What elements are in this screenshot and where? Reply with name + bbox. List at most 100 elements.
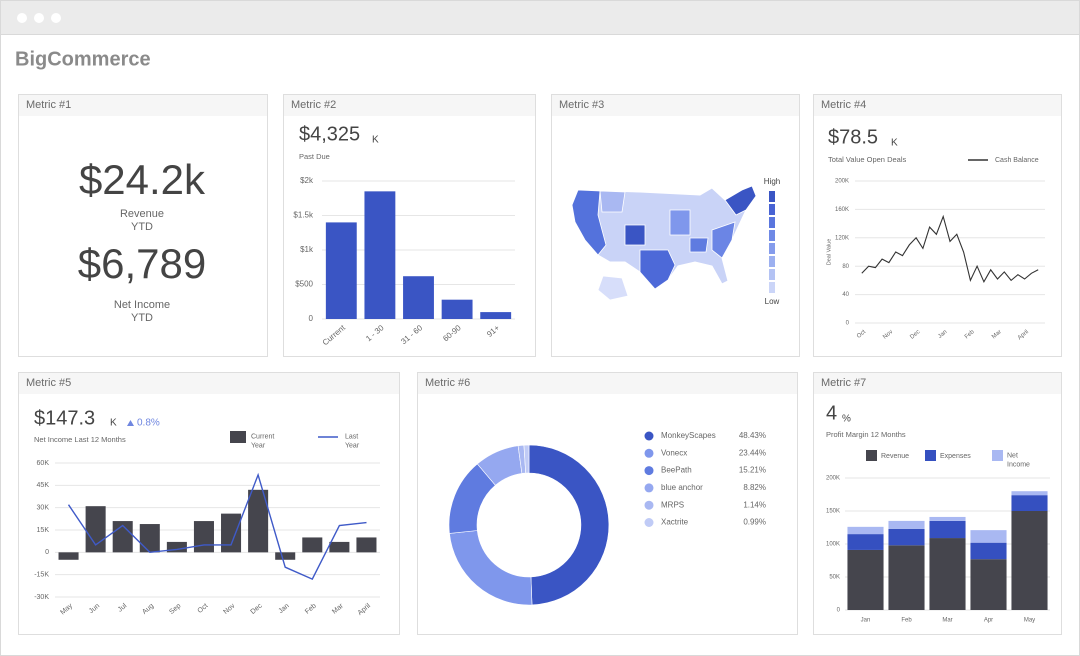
- bar: [193, 521, 214, 553]
- y-tick-label: $1.5k: [293, 211, 314, 220]
- headline-unit: K: [110, 418, 117, 429]
- map-legend-step: [769, 217, 775, 228]
- bar: [929, 520, 966, 539]
- x-tick-label: Jan: [937, 329, 948, 340]
- headline-unit: K: [372, 135, 379, 146]
- y-tick-label: 160K: [835, 207, 849, 213]
- map-region: [599, 190, 626, 213]
- bar: [356, 537, 377, 553]
- bar: [1011, 511, 1048, 610]
- x-tick-label: Mar: [942, 618, 952, 624]
- text-line: Current: [251, 433, 274, 440]
- legend-label: Cash Balance: [995, 157, 1039, 164]
- us-map: [571, 185, 757, 301]
- legend-swatch: [230, 431, 246, 443]
- bar: [929, 538, 966, 610]
- y-tick-label: 60K: [37, 460, 50, 467]
- text-line: Net: [1007, 452, 1018, 459]
- bar: [970, 530, 1007, 543]
- y-tick-label: 200K: [835, 179, 849, 185]
- bar: [1011, 491, 1048, 496]
- card-header: [814, 373, 1061, 394]
- line: [67, 472, 367, 581]
- line: [861, 214, 1039, 284]
- legend-swatch: [644, 518, 654, 527]
- x-tick-label: Jan: [861, 618, 871, 624]
- x-tick-label: Mar: [991, 329, 1003, 340]
- card-title: Metric #6: [425, 377, 470, 389]
- title-bar: [0, 0, 1080, 35]
- legend-label: Xactrite: [661, 518, 689, 527]
- window-dot[interactable]: [51, 13, 61, 23]
- bar: [329, 541, 350, 553]
- y-tick-label: 0: [837, 608, 841, 614]
- bar: [888, 528, 925, 546]
- window-dot[interactable]: [34, 13, 44, 23]
- card: [18, 94, 268, 357]
- text-line: Income: [1007, 461, 1030, 468]
- y-tick-label: $1k: [300, 245, 314, 254]
- y-tick-label: 0: [309, 314, 314, 323]
- y-tick-label: 40: [842, 292, 849, 298]
- legend-label: BeePath: [661, 466, 692, 475]
- value-label: 48.43%: [739, 431, 766, 440]
- value-label: 0.99%: [743, 518, 766, 527]
- change-arrow: [127, 420, 134, 426]
- map-region: [571, 189, 607, 256]
- legend-label: Revenue: [881, 453, 909, 460]
- bar: [1011, 495, 1048, 511]
- card-header: [19, 95, 267, 116]
- card-title: Metric #2: [291, 99, 336, 111]
- bar: [888, 545, 925, 610]
- y-tick-label: 50K: [829, 575, 840, 581]
- bar: [929, 516, 966, 521]
- y-tick-label: 120K: [835, 235, 849, 241]
- bar: [970, 559, 1007, 610]
- map-legend-low: Low: [765, 297, 780, 306]
- y-tick-label: 100K: [826, 542, 840, 548]
- legend-label: MonkeyScapes: [661, 431, 716, 440]
- y-tick-label: 150K: [826, 509, 840, 515]
- map-legend-step: [769, 204, 775, 215]
- y-tick-label: 0: [846, 321, 850, 327]
- card: [18, 372, 400, 635]
- text-line: Year: [345, 442, 360, 449]
- x-tick-label: Jul: [117, 602, 129, 613]
- legend-swatch: [644, 431, 654, 441]
- legend-swatch: [866, 450, 877, 461]
- map-legend-step: [769, 191, 775, 202]
- donut-slice: [528, 444, 610, 606]
- x-tick-label: Apr: [984, 618, 993, 624]
- card-header: [814, 95, 1061, 116]
- card-title: Metric #1: [26, 99, 71, 111]
- y-tick-label: 45K: [37, 482, 50, 489]
- y-tick-label: 30K: [37, 505, 50, 512]
- card: [813, 94, 1062, 357]
- map-region: [597, 275, 629, 301]
- legend-swatch: [644, 500, 654, 510]
- map-region: [624, 224, 646, 246]
- headline-unit: %: [842, 414, 851, 425]
- donut-slice: [523, 444, 530, 474]
- bar: [847, 526, 884, 535]
- card-title: Metric #4: [821, 99, 866, 111]
- bar: [58, 552, 79, 560]
- bar: [847, 549, 884, 610]
- map-legend-step: [769, 282, 775, 293]
- kpi-value: $6,789: [78, 240, 206, 287]
- map-region: [669, 209, 691, 236]
- kpi-value: $24.2k: [79, 156, 206, 203]
- headline-unit: K: [891, 138, 898, 149]
- window-dot[interactable]: [17, 13, 27, 23]
- headline: 4: [826, 402, 837, 424]
- legend-label: MRPS: [661, 500, 684, 509]
- y-tick-label: 15K: [37, 527, 50, 534]
- y-tick-label: 200K: [826, 476, 840, 482]
- y-tick-label: $2k: [300, 176, 314, 185]
- value-label: 15.21%: [739, 466, 766, 475]
- y-tick-label: -30K: [34, 594, 49, 601]
- y-tick-label: -15K: [34, 572, 49, 579]
- card-title: Metric #3: [559, 99, 604, 111]
